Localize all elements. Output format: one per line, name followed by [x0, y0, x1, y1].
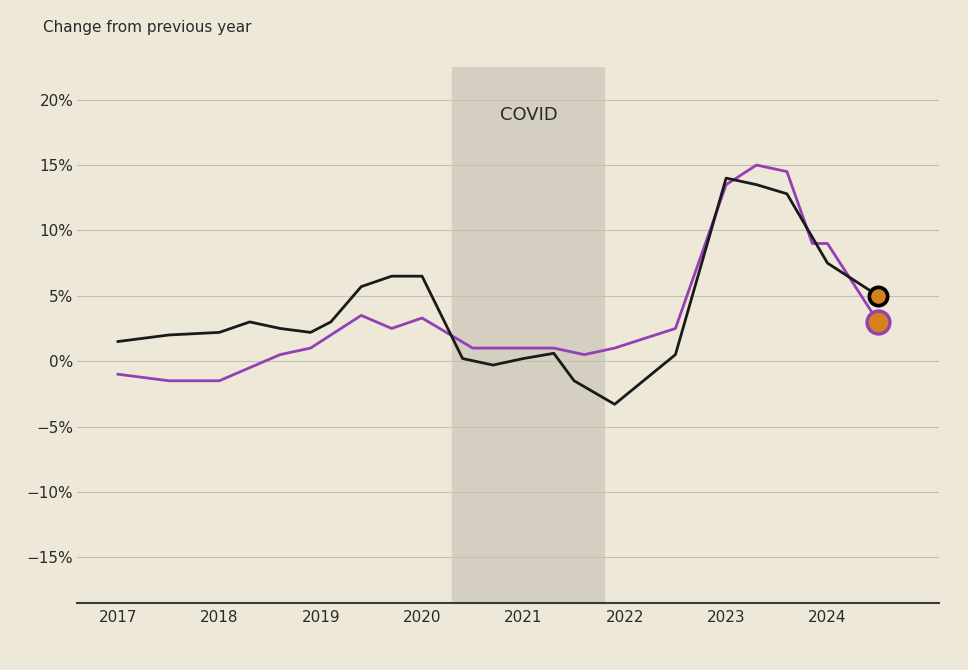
Point: [870, 316, 886, 327]
Point: [870, 290, 886, 301]
Point: [870, 290, 886, 301]
Bar: [452, 67, 604, 603]
Text: Change from previous year: Change from previous year: [43, 20, 252, 35]
Text: COVID: COVID: [499, 107, 558, 124]
Point: [870, 316, 886, 327]
